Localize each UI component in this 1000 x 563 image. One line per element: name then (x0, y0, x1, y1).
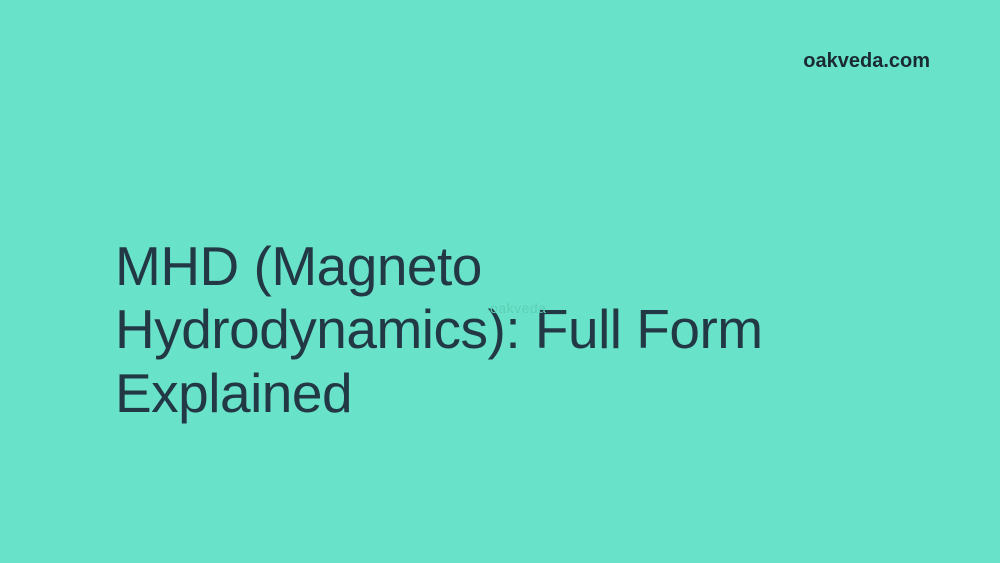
main-title: MHD (Magneto Hydrodynamics): Full Form E… (115, 235, 875, 425)
slide-container: oakveda.com MHD (Magneto Hydrodynamics):… (0, 0, 1000, 563)
watermark-text: oakveda (490, 300, 546, 316)
brand-label: oakveda.com (803, 50, 930, 73)
